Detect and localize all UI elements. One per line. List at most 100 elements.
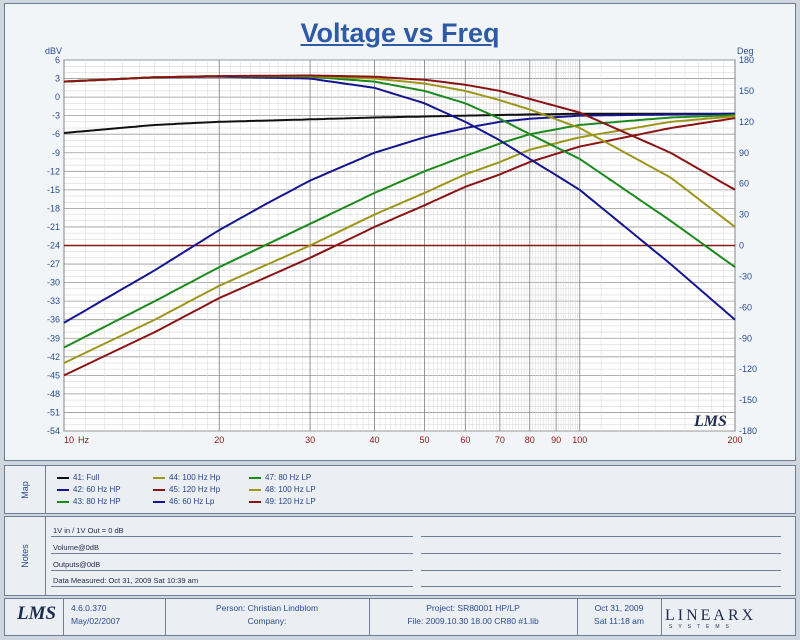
y2-tick-label: 0 [739, 241, 744, 251]
project-name: Project: SR80001 HP/LP [426, 603, 520, 613]
x-tick-label: 20 [214, 435, 224, 445]
y-tick-label: -48 [47, 389, 60, 399]
y-tick-label: -36 [47, 315, 60, 325]
footer-project-cell: Project: SR80001 HP/LP File: 2009.10.30 … [369, 599, 578, 635]
legend-swatch [249, 501, 261, 503]
y-tick-label: -51 [47, 407, 60, 417]
linearx-logo-subtitle: SYSTEMS [669, 624, 735, 630]
note-line-3: Outputs@0dB [53, 560, 101, 569]
y2-tick-label: -120 [739, 364, 757, 374]
legend-label: 44: 100 Hz Hp [169, 473, 221, 482]
y-tick-label: 3 [55, 74, 60, 84]
y2-tick-label: -30 [739, 271, 752, 281]
footer-time: Sat 11:18 am [594, 616, 644, 626]
x-tick-label: 60 [460, 435, 470, 445]
legend-label: 47: 80 Hz LP [265, 473, 312, 482]
x-tick-label: 50 [419, 435, 429, 445]
y-tick-label: -39 [47, 333, 60, 343]
y-tick-label: -12 [47, 166, 60, 176]
y2-tick-label: -90 [739, 333, 752, 343]
y-tick-label: 6 [55, 55, 60, 65]
legend-swatch [57, 477, 69, 479]
y-tick-label: 0 [55, 92, 60, 102]
legend-panel: Map 41: Full 42: 60 Hz HP 43: 80 Hz HP 44: … [4, 465, 796, 514]
plot-area[interactable]: 630-3-6-9-12-15-18-21-24-27-30-33-36-39-… [0, 0, 800, 462]
y-tick-label: -24 [47, 241, 60, 251]
footer-date-cell: Oct 31, 2009 Sat 11:18 am [577, 599, 662, 635]
series-line-4 [63, 115, 736, 364]
notes-panel: Notes 1V in / 1V Out = 0 dB Volume@0dB O… [4, 516, 796, 596]
version-number: 4.6.0.370 [71, 603, 107, 613]
chart-title: Voltage vs Freq [300, 18, 500, 48]
legend-label: 43: 80 Hz HP [73, 497, 121, 506]
y-tick-label: -54 [47, 426, 60, 436]
footer-date: Oct 31, 2009 [594, 603, 644, 613]
x-tick-label: 90 [551, 435, 561, 445]
note-line-2: Volume@0dB [53, 543, 99, 552]
legend-label: 46: 60 Hz Lp [169, 497, 215, 506]
legend-swatch [57, 489, 69, 491]
note-rule [51, 570, 413, 571]
y-tick-label: -45 [47, 370, 60, 380]
x-tick-label: 80 [525, 435, 535, 445]
x-tick-label: 70 [495, 435, 505, 445]
legend-label: 42: 60 Hz HP [73, 485, 121, 494]
legend-label: 41: Full [73, 473, 100, 482]
x-tick-label: 30 [305, 435, 315, 445]
map-label: Map [20, 480, 30, 499]
x-tick-label: 200 [727, 435, 742, 445]
footer-panel: LMS 4.6.0.370 May/02/2007 Person: Christ… [4, 598, 796, 636]
linearx-logo: LINEARX [665, 607, 757, 624]
note-rule [421, 536, 781, 537]
y2-axis-label: Deg [737, 46, 754, 56]
y-tick-label: -9 [52, 148, 60, 158]
legend-swatch [153, 489, 165, 491]
note-line-1: 1V in / 1V Out = 0 dB [53, 526, 124, 535]
series-line-3 [63, 114, 736, 349]
y-tick-label: -6 [52, 129, 60, 139]
file-name: File: 2009.10.30 18.00 CR80 #1.lib [407, 616, 539, 626]
x-tick-label: 40 [370, 435, 380, 445]
y-tick-label: -15 [47, 185, 60, 195]
y-tick-label: -21 [47, 222, 60, 232]
series-line-9 [63, 74, 736, 191]
y2-tick-label: 90 [739, 148, 749, 158]
legend-swatch [249, 477, 261, 479]
legend-swatch [57, 501, 69, 503]
y2-tick-label: -180 [739, 426, 757, 436]
legend-swatch [249, 489, 261, 491]
legend-label: 48: 100 Hz LP [265, 485, 316, 494]
legend-swatch [153, 477, 165, 479]
lms-watermark: LMS [693, 413, 727, 430]
notes-label: Notes [20, 544, 30, 568]
legend-label: 49: 120 Hz LP [265, 497, 316, 506]
y-tick-label: -33 [47, 296, 60, 306]
y2-tick-label: 150 [739, 86, 754, 96]
note-rule [51, 586, 413, 587]
note-line-4: Data Measured: Oct 31, 2009 Sat 10:39 am [53, 576, 199, 585]
person-name: Person: Christian Lindblom [215, 603, 319, 613]
footer-version-cell: 4.6.0.370 May/02/2007 [63, 599, 166, 635]
footer-logo-cell: LMS [5, 599, 64, 635]
y2-tick-label: 180 [739, 55, 754, 65]
y2-tick-label: 30 [739, 210, 749, 220]
y2-tick-label: 60 [739, 179, 749, 189]
y-tick-label: -30 [47, 278, 60, 288]
x-unit-label: Hz [78, 435, 89, 445]
note-rule [421, 553, 781, 554]
version-date: May/02/2007 [71, 616, 121, 626]
map-label-cell: Map [5, 466, 46, 513]
notes-label-cell: Notes [5, 517, 46, 595]
series-line-2 [63, 112, 735, 324]
legend-label: 45: 120 Hz Hp [169, 485, 221, 494]
x-tick-label: 10 [64, 435, 74, 445]
y2-tick-label: 120 [739, 117, 754, 127]
company-name: Company: [247, 616, 287, 626]
note-rule [421, 570, 781, 571]
y-tick-label: -42 [47, 352, 60, 362]
legend-swatch [153, 501, 165, 503]
y-tick-label: -18 [47, 203, 60, 213]
y-tick-label: -3 [52, 111, 60, 121]
y2-tick-label: -60 [739, 302, 752, 312]
y-tick-label: -27 [47, 259, 60, 269]
